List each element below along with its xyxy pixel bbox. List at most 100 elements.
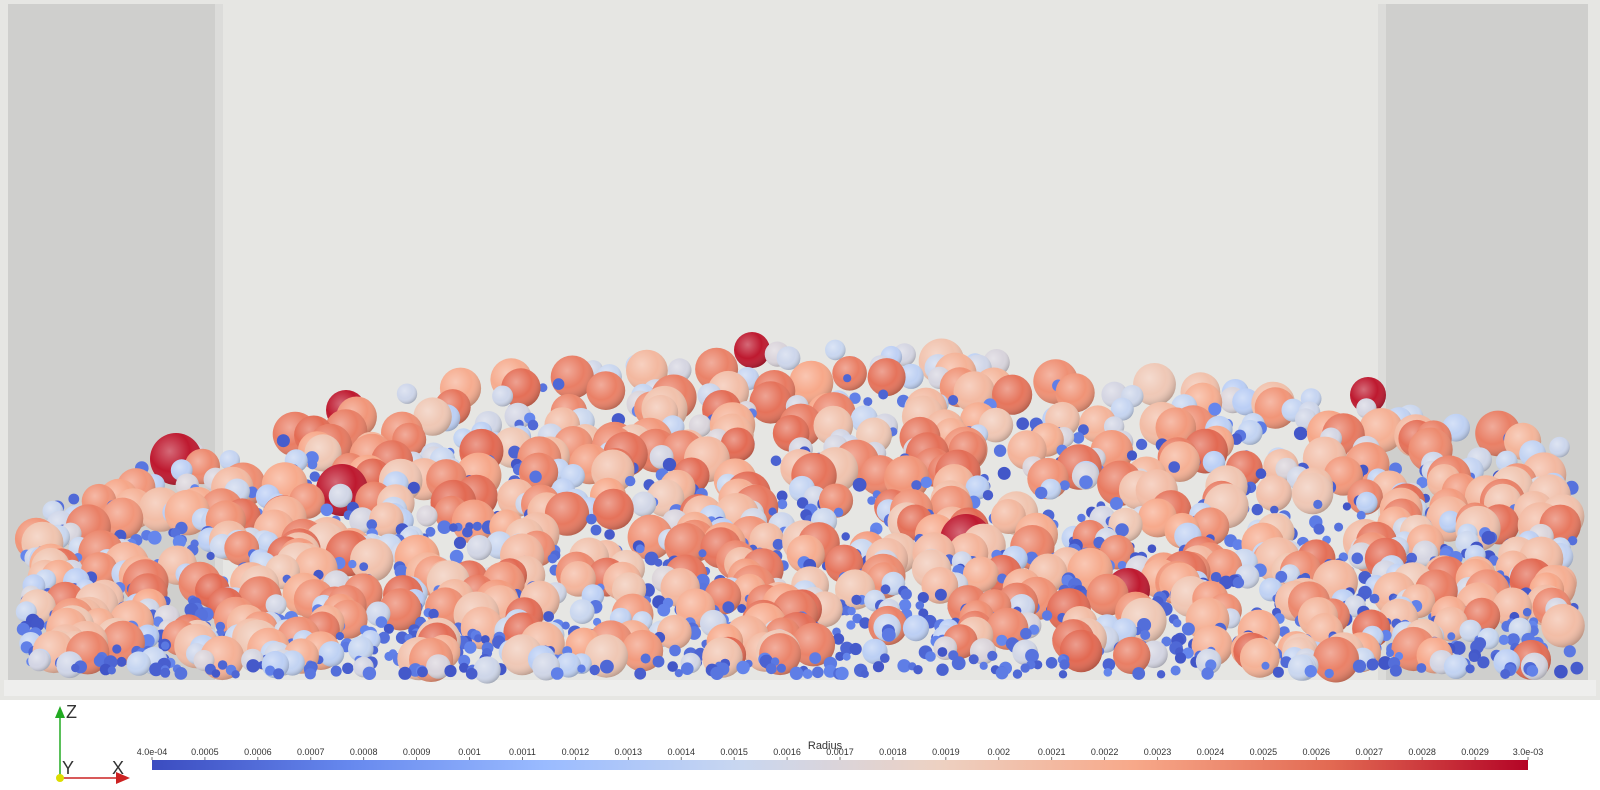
particle — [937, 647, 948, 657]
colorbar-tick-label: 3.0e-03 — [1513, 747, 1544, 757]
colorbar-ticks: 4.0e-04 0.0005 0.0006 0.0007 0.0008 0.0009 0.0… — [137, 747, 1544, 760]
particle — [851, 594, 862, 606]
particle-shading — [1133, 363, 1176, 406]
particle — [462, 526, 473, 538]
particle — [1137, 618, 1152, 632]
particle — [538, 383, 548, 393]
particle — [737, 604, 747, 613]
particle — [1232, 576, 1245, 589]
particle — [1041, 610, 1053, 621]
particle — [1251, 503, 1264, 516]
particle — [809, 652, 822, 664]
container-floor — [4, 680, 1596, 696]
particle — [1045, 657, 1058, 669]
particle — [1058, 670, 1068, 679]
particle-shading — [902, 615, 930, 642]
particle — [1451, 641, 1466, 656]
particle — [1567, 536, 1578, 546]
particle — [600, 659, 614, 674]
particle — [375, 616, 388, 628]
colorbar-tick-label: 0.0027 — [1355, 747, 1383, 757]
particle — [652, 655, 665, 668]
particle-shading — [867, 358, 906, 397]
particle — [1117, 560, 1127, 570]
particle — [710, 666, 724, 680]
particle — [859, 617, 871, 629]
y-axis-label: Y — [62, 758, 74, 778]
particle — [1334, 522, 1344, 532]
particle-shading — [569, 599, 595, 624]
colorbar-tick-label: 0.0022 — [1091, 747, 1119, 757]
particle — [231, 670, 240, 679]
particle — [1498, 634, 1509, 646]
particle — [449, 523, 458, 532]
particle-shading — [1291, 472, 1334, 515]
particle-shading — [101, 497, 144, 540]
particle — [934, 588, 947, 601]
particle — [917, 592, 929, 604]
particle — [1468, 652, 1479, 662]
particle — [465, 667, 478, 680]
particle — [667, 661, 678, 672]
particle — [657, 603, 671, 617]
particle — [1059, 480, 1070, 491]
particle — [987, 650, 998, 661]
particle — [93, 654, 107, 667]
particle — [776, 490, 788, 502]
particle — [776, 663, 787, 673]
particle-shading — [28, 649, 50, 672]
particle — [1352, 659, 1367, 673]
particle-shading — [1313, 636, 1359, 683]
particle — [1102, 658, 1116, 671]
radius-colorbar: Radius 4.0e-04 0.0005 0.0006 0.0007 0.0008 0.… — [137, 740, 1544, 770]
particle — [1170, 665, 1181, 676]
particle-shading — [318, 641, 345, 667]
particle — [366, 519, 378, 530]
particle-shading — [631, 491, 657, 517]
particle — [394, 564, 409, 579]
particle-shading — [832, 356, 867, 391]
particle — [1255, 468, 1267, 480]
colorbar-tick-label: 0.0026 — [1303, 747, 1331, 757]
particle — [770, 455, 782, 467]
particle-shading — [1541, 603, 1585, 648]
particle — [529, 470, 542, 483]
colorbar-tick-label: 0.0024 — [1197, 747, 1225, 757]
particle-shading — [416, 505, 438, 527]
particle — [1481, 530, 1496, 545]
particle — [948, 395, 959, 406]
colorbar-tick-label: 0.0005 — [191, 747, 219, 757]
particle-shading — [1110, 397, 1134, 421]
particle — [1232, 539, 1244, 551]
particle-scene[interactable] — [0, 0, 1600, 700]
particle — [996, 634, 1008, 646]
x-axis-label: X — [112, 758, 124, 778]
particle — [589, 664, 600, 676]
colorbar-tick-label: 4.0e-04 — [137, 747, 168, 757]
particle — [925, 651, 936, 662]
particle — [550, 667, 564, 680]
particle — [843, 374, 852, 383]
particle — [1270, 505, 1279, 515]
particle — [915, 601, 925, 610]
colorbar-tick-label: 0.0011 — [509, 747, 536, 757]
particle — [1140, 630, 1151, 640]
particle — [590, 524, 602, 536]
particle — [1507, 633, 1520, 646]
colorbar-tick-label: 0.0016 — [773, 747, 801, 757]
particle — [913, 665, 923, 675]
particle — [1132, 667, 1146, 680]
particle — [802, 669, 813, 679]
particle — [217, 660, 228, 670]
particle — [1147, 544, 1157, 553]
particle — [968, 654, 979, 665]
particle-shading — [348, 636, 374, 662]
particle — [449, 549, 464, 564]
particle — [812, 666, 824, 679]
particle — [1025, 648, 1039, 663]
particle-shading — [1356, 491, 1378, 514]
container-left-wall-inner — [215, 4, 223, 684]
particle — [1416, 663, 1427, 673]
particle — [634, 667, 647, 680]
